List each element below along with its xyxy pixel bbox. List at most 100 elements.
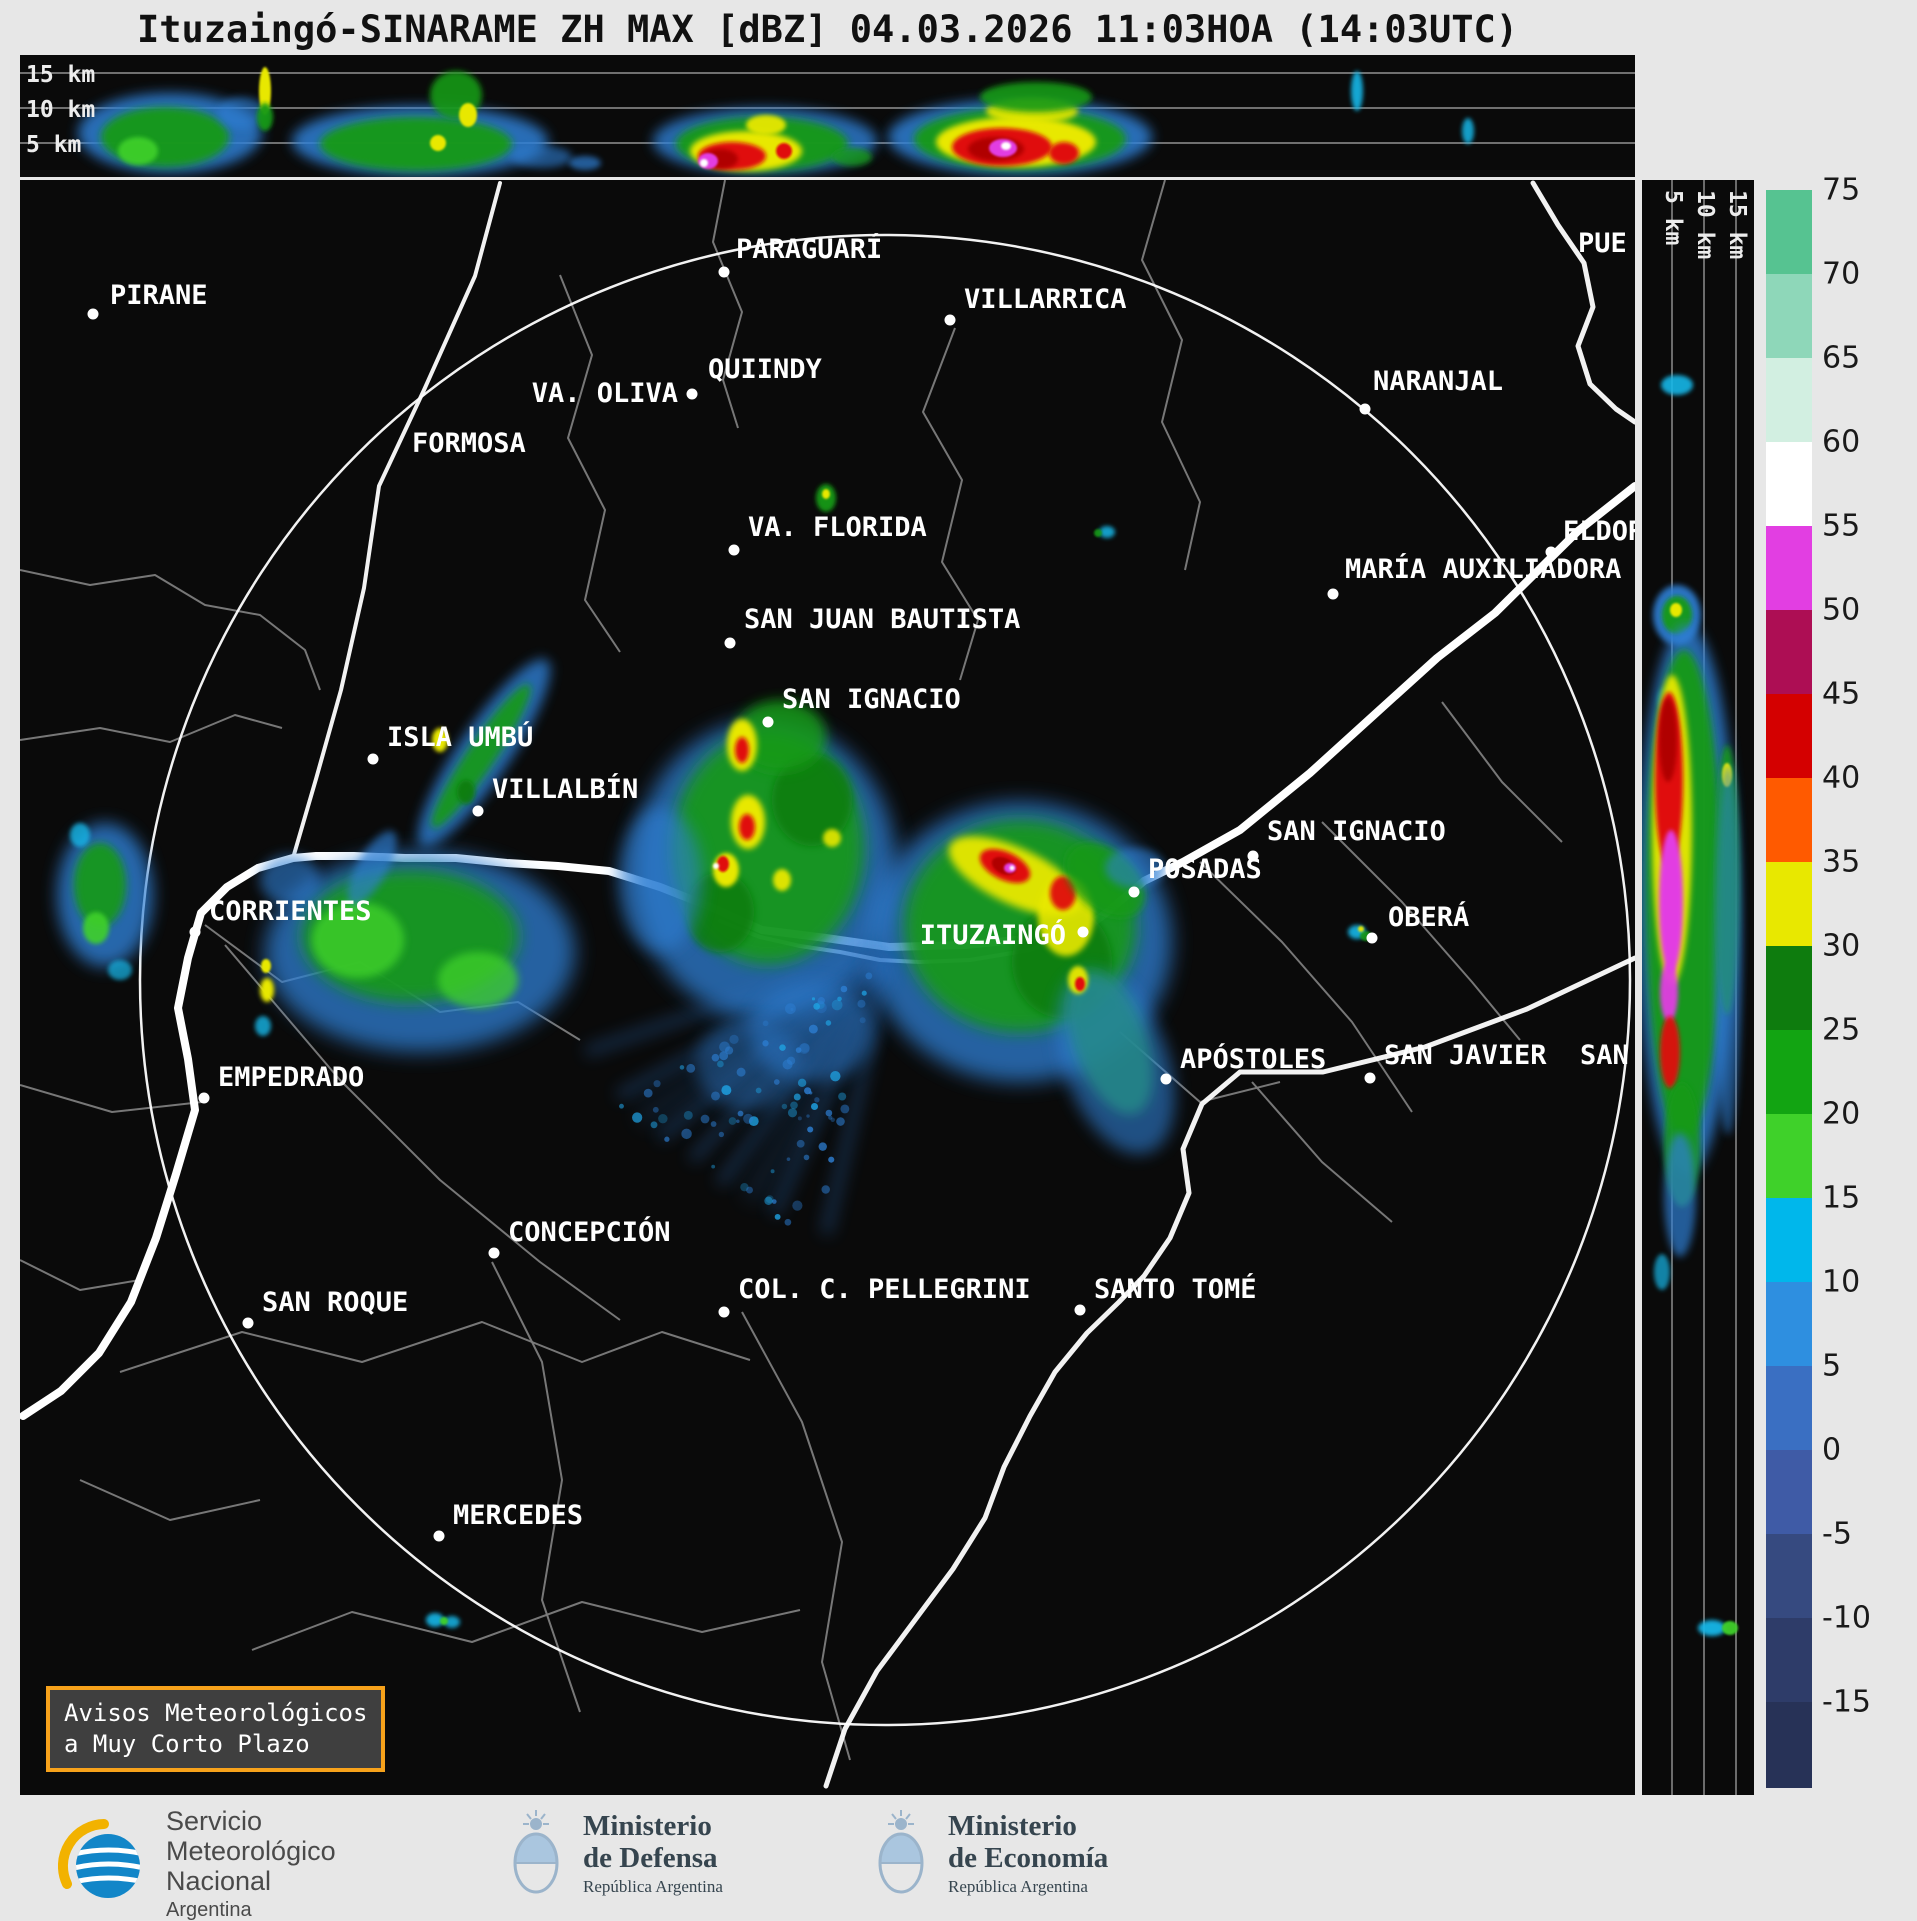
colorbar-segment (1766, 694, 1812, 778)
clutter-dot (796, 1139, 805, 1148)
side-cross-section-panel: 5 km 10 km 15 km (1642, 180, 1754, 1795)
clutter-dot (683, 1110, 693, 1120)
clutter-dot (808, 1024, 818, 1034)
radar-echo (1001, 142, 1011, 150)
colorbar-tick-label: 10 (1822, 1264, 1861, 1300)
city-dot (433, 1530, 445, 1542)
city-label: MERCEDES (453, 1500, 583, 1531)
clutter-dot (779, 1044, 786, 1051)
clutter-dot (803, 1154, 810, 1161)
admin-border (20, 1084, 203, 1113)
city-label: PUE (1578, 228, 1627, 259)
colorbar-segment (1766, 358, 1812, 442)
radar-echo (218, 97, 266, 129)
radar-echo (1660, 1016, 1680, 1088)
clutter-dot (784, 1218, 792, 1226)
clutter-dot (764, 1196, 773, 1205)
city-dot (367, 753, 379, 765)
city-label: ELDORADO (1563, 516, 1635, 547)
colorbar-segment (1766, 610, 1812, 694)
admin-border (1321, 821, 1521, 1041)
admin-border (1199, 861, 1413, 1113)
city-label: CONCEPCIÓN (508, 1216, 671, 1248)
radar-echo (569, 156, 601, 170)
product-title: Ituzaingó-SINARAME ZH MAX [dBZ] 04.03.20… (136, 8, 1519, 51)
clutter-dot (825, 1109, 833, 1117)
clutter-dot (679, 1065, 685, 1070)
city-label: SAN IGNACIO (1267, 816, 1446, 847)
defensa-line-1: Ministerio (583, 1810, 712, 1843)
clutter-dot (811, 997, 816, 1001)
clutter-dot (771, 1199, 777, 1204)
city-label: NARANJAL (1373, 366, 1503, 397)
clutter-dot (619, 1103, 624, 1109)
radar-echo (1351, 71, 1363, 111)
smn-logo-icon (58, 1818, 140, 1898)
city-dot (472, 805, 484, 817)
radar-echo (70, 823, 90, 847)
radar-echo (1714, 765, 1742, 1135)
city-label: POSADAS (1148, 854, 1262, 885)
smn-text: Servicio Meteorológico Nacional Argentin… (166, 1806, 336, 1921)
city-dot (1327, 588, 1339, 600)
clutter-spray-layer (584, 946, 894, 1236)
clutter-dot (765, 1195, 774, 1204)
warning-box: Avisos Meteorológicos a Muy Corto Plazo (46, 1686, 386, 1773)
colorbar-tick-label: 30 (1822, 928, 1861, 964)
clutter-dot (711, 1091, 720, 1101)
clutter-dot (721, 1085, 732, 1096)
river (20, 482, 1635, 1420)
clutter-dot (725, 1046, 734, 1055)
clutter-dot (825, 1020, 832, 1026)
radar-echo (432, 728, 448, 752)
radar-echo (1722, 1621, 1738, 1635)
colorbar-tick-label: -5 (1822, 1516, 1852, 1552)
city-dot (718, 266, 730, 278)
city-label: MARÍA AUXILIADORA (1345, 553, 1621, 585)
clutter-dot (830, 1117, 835, 1122)
admin-border (712, 180, 743, 429)
clutter-dot (837, 996, 842, 1002)
colorbar-tick-label: 40 (1822, 760, 1861, 796)
radar-echo (772, 754, 852, 846)
clutter-dot (711, 1053, 720, 1062)
radar-echo (1099, 526, 1115, 538)
clutter-dot (817, 997, 825, 1005)
radar-echo (734, 700, 826, 772)
radar-echo (261, 959, 271, 973)
clutter-dot (711, 1164, 716, 1169)
clutter-dot (658, 1113, 668, 1124)
colorbar-segment (1766, 526, 1812, 610)
city-dot (728, 544, 740, 556)
radar-echo (1049, 142, 1079, 164)
smn-line-3: Nacional (166, 1866, 272, 1897)
clutter-dot (786, 1157, 791, 1161)
clutter-dot (719, 1051, 729, 1061)
city-dot (1077, 926, 1089, 938)
radar-echo (686, 872, 754, 952)
clutter-dot (736, 1119, 740, 1123)
city-label: QUIINDY (708, 354, 823, 385)
defensa-logo-group: Ministerio de Defensa República Argentin… (505, 1808, 723, 1900)
city-dot (1160, 1073, 1172, 1085)
clutter-streak (820, 964, 894, 1236)
clutter-dot (790, 1101, 798, 1110)
clutter-dot (797, 1116, 802, 1121)
colorbar-tick-label: 50 (1822, 592, 1861, 628)
colorbar-segment (1766, 274, 1812, 358)
colorbar-tick-label: 20 (1822, 1096, 1861, 1132)
admin-border (20, 569, 321, 691)
clutter-dot (792, 1200, 803, 1211)
clutter-dot (831, 999, 843, 1011)
city-label: VILLARRICA (964, 284, 1127, 315)
radar-echo (457, 780, 475, 804)
clutter-dot (806, 1114, 810, 1118)
coat-of-arms-icon (878, 1810, 924, 1894)
radar-echo (1660, 962, 1678, 1022)
radar-echo (83, 912, 109, 944)
radar-echo (257, 103, 273, 131)
city-label: SAN (1580, 1040, 1629, 1071)
radar-echo (444, 1616, 460, 1628)
city-dot (242, 1317, 254, 1329)
clutter-dot (743, 1113, 754, 1124)
